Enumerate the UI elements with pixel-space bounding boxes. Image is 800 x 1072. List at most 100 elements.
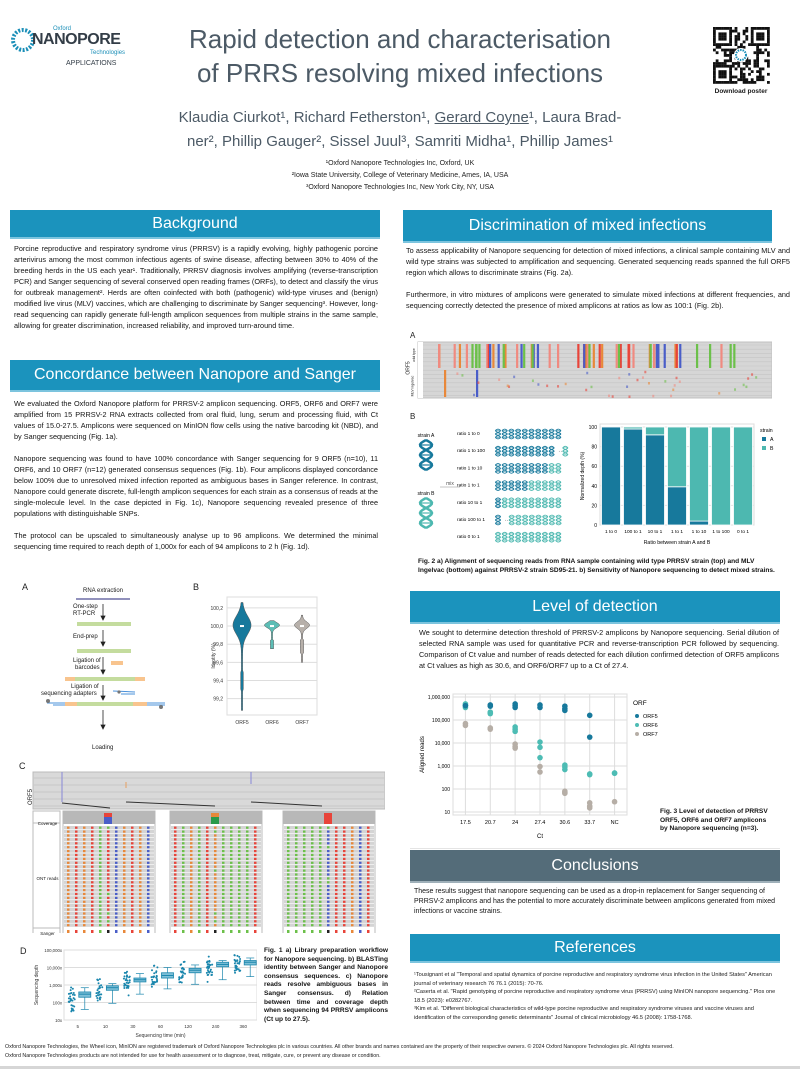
qr-module [742,67,746,71]
base [147,885,150,888]
dna-icon [555,462,562,474]
violin-ORF6 [264,620,280,649]
base [311,853,314,857]
base [147,889,150,892]
base [319,881,322,884]
qr-module [721,27,724,30]
qr-module [761,43,765,46]
base [214,908,217,911]
qr-module [713,35,716,38]
concordance-text: We evaluated the Oxford Nanopore platfor… [14,398,378,563]
sanger-base [311,930,314,933]
base [230,881,233,884]
base [147,846,150,849]
qr-module [758,32,762,36]
variant-column [617,344,621,368]
paragraph: To assess applicability of Nanopore sequ… [406,246,790,277]
base [238,908,241,911]
base [83,896,86,899]
base [67,924,70,927]
variant-mark [751,373,754,376]
sanger-base [287,930,290,933]
base [246,850,249,853]
base [67,846,70,849]
base [246,830,249,833]
base [174,885,177,888]
data-point [155,980,158,983]
point-ORF6 [537,744,543,751]
base [206,900,209,903]
qr-module [767,81,770,84]
base [115,889,118,892]
data-point [98,990,101,993]
dna-icon [521,531,528,543]
base [222,920,225,923]
data-point [98,985,101,988]
base [91,869,94,872]
variant-mark [628,373,631,376]
title-line-2: of PRRS resolving mixed infections [196,58,604,88]
x-tick-label: NC [611,820,619,826]
base [214,850,217,853]
base [319,912,322,915]
base [214,873,217,876]
base [351,912,354,915]
base [174,850,177,853]
base [99,830,102,833]
base [83,838,86,841]
panel-label: A [410,331,416,340]
base [335,881,338,884]
base [75,853,78,857]
qr-code[interactable] [712,26,770,84]
base [230,869,233,872]
nanopore-wheel-icon [735,49,747,61]
base [182,830,185,833]
qr-module [758,51,762,55]
variant-mark [477,381,480,384]
base [246,873,249,876]
base [206,920,209,923]
base [319,873,322,876]
qr-module [715,62,719,65]
base [131,920,134,923]
base [222,830,225,833]
base [190,853,193,857]
base [303,900,306,903]
sanger-base [83,930,86,933]
variant-column [548,344,551,368]
base [214,834,217,837]
base [214,892,217,896]
base [115,916,118,919]
base [238,838,241,841]
base [190,912,193,915]
sanger-base [295,930,298,933]
download-poster-label[interactable]: Download poster [714,88,768,95]
base [359,889,362,892]
base [335,885,338,888]
base [254,912,257,915]
bar-B [733,426,753,526]
data-point [208,960,211,963]
base [75,900,78,903]
base [351,873,354,876]
base [131,838,134,841]
data-point [98,998,101,1001]
base [254,920,257,923]
point-ORF5 [537,704,543,711]
base [83,850,86,853]
base [67,889,70,892]
base [139,896,142,899]
qr-module [723,62,727,65]
base [319,908,322,911]
dna-icon [508,497,515,509]
base [182,869,185,872]
base [147,865,150,868]
base [230,865,233,868]
base [295,826,298,829]
point-ORF5 [586,712,593,719]
qr-module [750,27,754,30]
variant-mark [498,378,501,381]
qr-module [729,35,732,38]
